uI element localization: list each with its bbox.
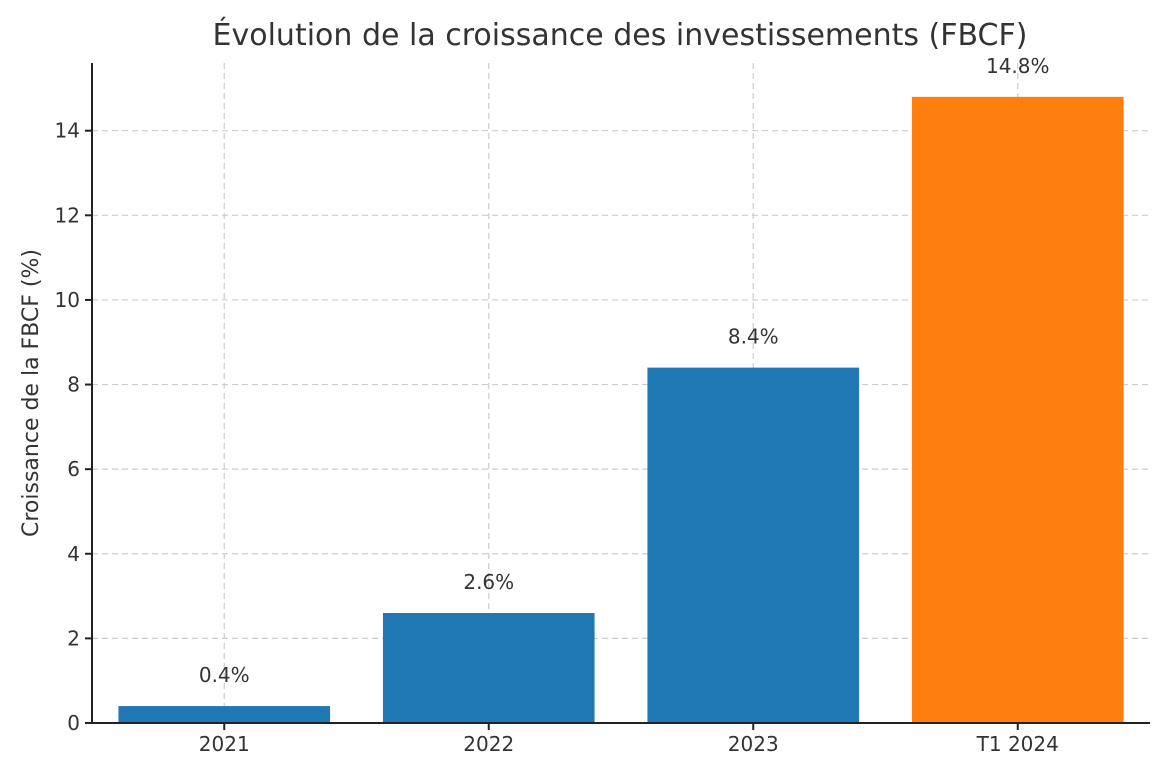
bar-2023 [647, 367, 860, 723]
bars [118, 96, 1124, 724]
data-label: 2.6% [463, 570, 514, 594]
y-tick-label: 8 [67, 373, 80, 397]
x-tick-label: 2023 [728, 732, 779, 756]
data-label: 8.4% [728, 325, 779, 349]
x-tick-label: 2021 [199, 732, 250, 756]
y-tick-label: 12 [55, 203, 80, 227]
y-tick-label: 14 [55, 119, 80, 143]
y-tick-label: 0 [67, 711, 80, 735]
x-tick-label: T1 2024 [976, 732, 1059, 756]
x-tick-label: 2022 [463, 732, 514, 756]
bar-2021 [118, 706, 331, 723]
y-tick-label: 2 [67, 626, 80, 650]
data-label: 0.4% [199, 663, 250, 687]
axes [91, 63, 1150, 724]
y-tick-label: 4 [67, 542, 80, 566]
data-label: 14.8% [986, 54, 1050, 78]
y-axis-label: Croissance de la FBCF (%) [19, 249, 44, 537]
tick-labels: 0 2 4 6 8 10 12 14 2021 2022 2023 T1 2024 [55, 119, 1059, 756]
data-labels: 0.4% 2.6% 8.4% 14.8% [199, 54, 1050, 687]
bar-t1-2024 [911, 96, 1124, 724]
chart-title: Évolution de la croissance des investiss… [213, 17, 1028, 53]
y-tick-label: 6 [67, 457, 80, 481]
y-tick-label: 10 [55, 288, 80, 312]
bar-2022 [382, 613, 595, 723]
